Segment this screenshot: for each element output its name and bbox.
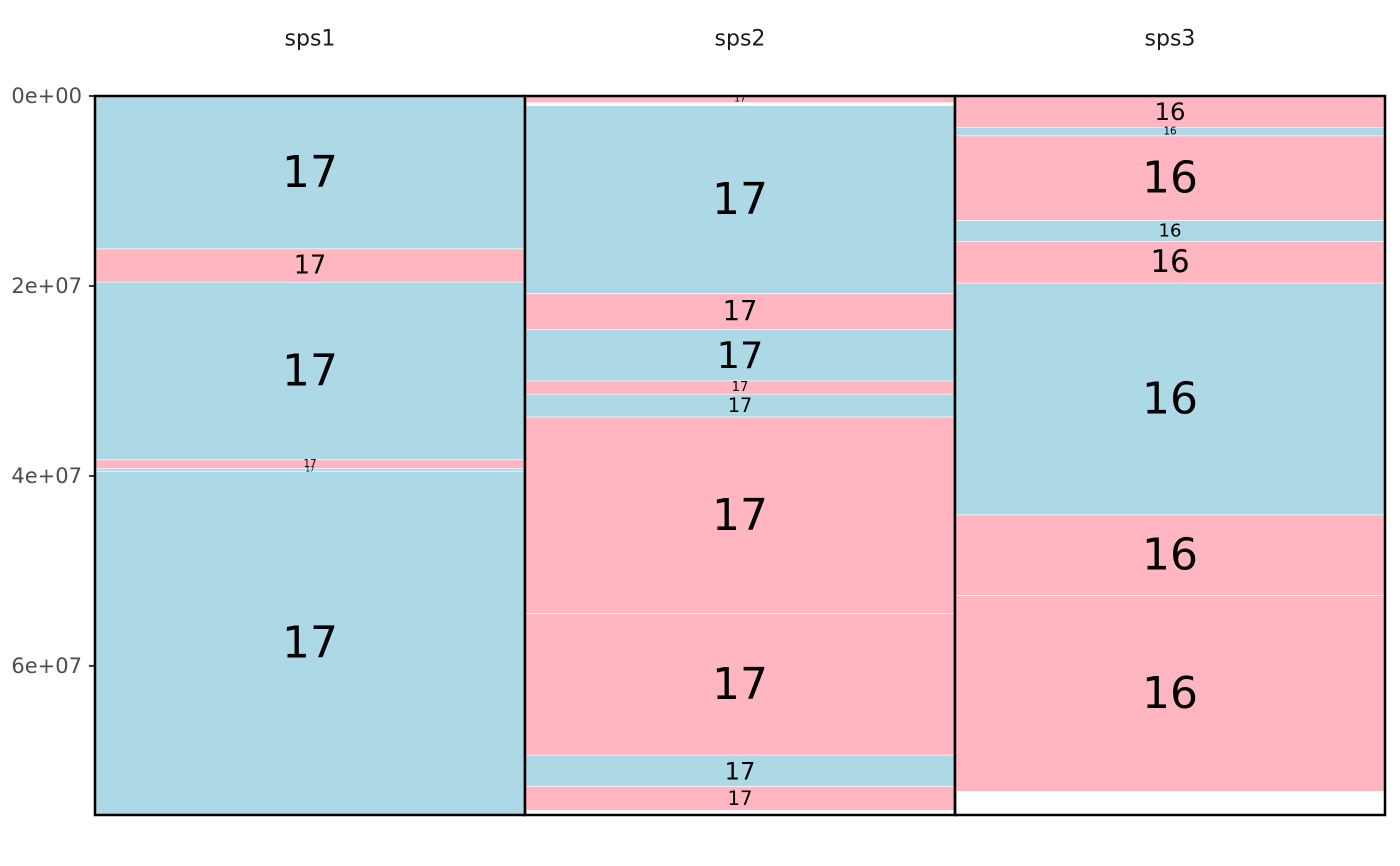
- segment-label-sps2-6: 17: [712, 490, 768, 541]
- segment-label-sps3-3: 16: [1159, 220, 1182, 241]
- segment-sps1-2: [94, 281, 526, 461]
- segment-sps2-1: [524, 105, 956, 294]
- segment-label-sps2-2: 17: [723, 296, 758, 327]
- segment-label-sps2-3: 17: [717, 334, 764, 377]
- segment-label-sps2-9: 17: [727, 787, 752, 810]
- y-tick-label: 0e+00: [11, 84, 82, 108]
- facet-title-sps3: sps3: [1145, 27, 1196, 52]
- segment-sps2-3: [524, 329, 956, 382]
- segment-sps3-5: [954, 282, 1386, 516]
- segment-label-sps2-7: 17: [712, 659, 768, 710]
- y-tick-label: 2e+07: [11, 274, 82, 298]
- facet-title-sps2: sps2: [715, 27, 766, 52]
- segment-sps2-6: [524, 416, 956, 614]
- segment-sps1-0: [94, 95, 526, 250]
- segment-sps2-7: [524, 613, 956, 756]
- segment-label-sps3-4: 16: [1150, 244, 1189, 280]
- y-tick-label: 6e+07: [11, 654, 82, 678]
- segment-label-sps1-2: 17: [282, 345, 338, 396]
- segment-sps3-2: [954, 135, 1386, 221]
- segment-label-sps2-4: 17: [732, 380, 749, 395]
- segment-sps1-5: [94, 470, 526, 816]
- segment-label-sps2-0: 17: [734, 94, 746, 104]
- segment-label-sps2-1: 17: [712, 174, 768, 225]
- segment-label-sps1-4: 17: [306, 466, 315, 474]
- segment-sps3-6: [954, 514, 1386, 596]
- segment-label-sps2-8: 17: [724, 756, 755, 785]
- segment-label-sps1-0: 17: [282, 147, 338, 198]
- segment-label-sps3-6: 16: [1142, 530, 1198, 581]
- segment-sps3-7: [954, 595, 1386, 792]
- y-tick-label: 4e+07: [11, 464, 82, 488]
- segment-label-sps1-5: 17: [282, 618, 338, 669]
- panels: 1717171717171717171717171717171716161616…: [93, 94, 1387, 817]
- y-axis: 0e+00 2e+07 4e+07 6e+07: [11, 84, 95, 678]
- facet-titles: sps1 sps2 sps3: [285, 27, 1196, 52]
- segment-label-sps3-5: 16: [1142, 373, 1198, 424]
- segment-label-sps3-1: 16: [1163, 126, 1176, 138]
- facet-title-sps1: sps1: [285, 27, 336, 52]
- segment-label-sps3-0: 16: [1154, 97, 1185, 126]
- segment-label-sps1-1: 17: [294, 251, 327, 281]
- segment-label-sps3-2: 16: [1142, 153, 1198, 204]
- panel-border-sps3: [953, 94, 1387, 817]
- segment-label-sps1-3: 17: [303, 458, 316, 470]
- segment-label-sps3-7: 16: [1142, 668, 1198, 719]
- segment-label-sps2-5: 17: [728, 394, 752, 417]
